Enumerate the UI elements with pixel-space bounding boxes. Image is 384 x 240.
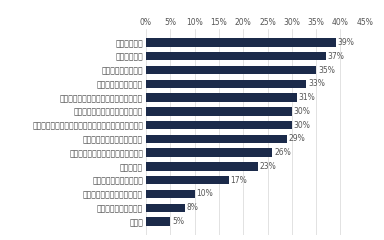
Bar: [146, 190, 195, 198]
Bar: [146, 162, 258, 171]
Bar: [146, 66, 316, 74]
Text: 10%: 10%: [197, 190, 213, 198]
Bar: [146, 52, 326, 60]
Bar: [146, 121, 292, 129]
Bar: [146, 217, 170, 226]
Text: 17%: 17%: [230, 176, 247, 185]
Text: 35%: 35%: [318, 66, 335, 74]
Text: 31%: 31%: [299, 93, 315, 102]
Text: 26%: 26%: [274, 148, 291, 157]
Text: 39%: 39%: [338, 38, 354, 47]
Bar: [146, 38, 336, 47]
Bar: [146, 107, 292, 116]
Text: 30%: 30%: [294, 107, 311, 116]
Text: 23%: 23%: [260, 162, 276, 171]
Bar: [146, 135, 287, 143]
Text: 30%: 30%: [294, 121, 311, 130]
Bar: [146, 79, 306, 88]
Bar: [146, 204, 185, 212]
Text: 37%: 37%: [328, 52, 345, 61]
Text: 5%: 5%: [172, 217, 184, 226]
Text: 8%: 8%: [187, 203, 199, 212]
Text: 33%: 33%: [308, 79, 325, 88]
Bar: [146, 93, 297, 102]
Bar: [146, 148, 272, 157]
Text: 29%: 29%: [289, 134, 306, 143]
Bar: [146, 176, 228, 185]
